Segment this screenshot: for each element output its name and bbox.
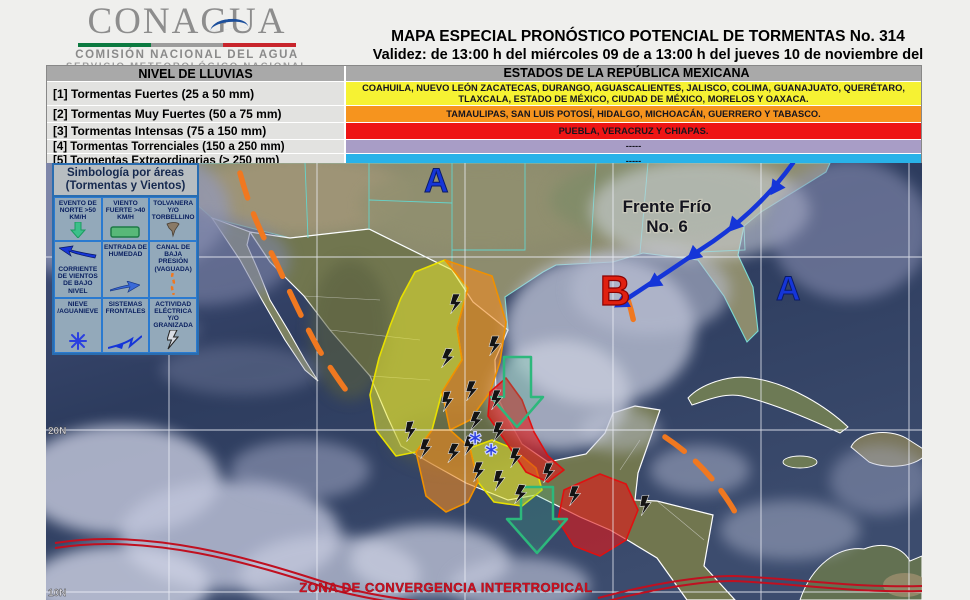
- page-title: MAPA ESPECIAL PRONÓSTICO POTENCIAL DE TO…: [391, 28, 905, 45]
- states-value: -----: [346, 140, 921, 153]
- legend-cell-nieve: NIEVE /AGUANIEVE: [54, 297, 102, 353]
- front-label-line2: No. 6: [646, 217, 688, 236]
- itcz-label: ZONA DE CONVERGENCIA INTERTROPICAL: [299, 580, 592, 595]
- table-row: [1] Tormentas Fuertes (25 a 50 mm) COAHU…: [47, 81, 921, 105]
- region-tormentas-fuertes-south: [469, 439, 543, 507]
- snow-icon: [68, 331, 87, 350]
- front-label-line1: Frente Frío: [623, 197, 712, 216]
- low-pressure-channel-icon: [170, 272, 176, 295]
- legend-cell-humedad: ENTRADA DE HUMEDAD: [101, 241, 150, 298]
- north-event-arrow-icon: [69, 222, 86, 238]
- table-row: [3] Tormentas Intensas (75 a 150 mm) PUE…: [47, 122, 921, 139]
- frontal-systems-icon: [108, 334, 143, 349]
- level-label: [1] Tormentas Fuertes (25 a 50 mm): [47, 82, 346, 105]
- snowflake-icon: ✱: [484, 441, 498, 460]
- rain-level-table: NIVEL DE LLUVIAS ESTADOS DE LA REPÚBLICA…: [46, 65, 922, 169]
- cold-front-no6: [610, 163, 796, 315]
- states-value: COAHUILA, NUEVO LEÓN ZACATECAS, DURANGO,…: [346, 82, 921, 105]
- snowflake-icon: ✱: [468, 429, 482, 448]
- legend-title-line2: (Tormentas y Vientos): [65, 179, 186, 192]
- states-value: TAMAULIPAS, SAN LUIS POTOSÍ, HIDALGO, MI…: [346, 106, 921, 122]
- tricolor-bar: [78, 43, 297, 47]
- legend-cell-frentes: SISTEMAS FRONTALES: [101, 297, 150, 353]
- title-block: MAPA ESPECIAL PRONÓSTICO POTENCIAL DE TO…: [330, 28, 966, 63]
- legend-grid: EVENTO DE NORTE >50 km/h VIENTO FUERTE >…: [54, 197, 197, 353]
- electric-activity-icon: [167, 329, 180, 349]
- moisture-inflow-icon: [110, 280, 141, 293]
- legend-cell-corriente: CORRIENTE DE VIENTOS DE BAJO NIVEL: [54, 241, 102, 298]
- strong-wind-icon: [110, 226, 141, 238]
- latitude-label-10n: 10N: [48, 588, 66, 599]
- validity-subtitle: Validez: de 13:00 h del miércoles 09 de …: [372, 47, 924, 63]
- tornado-icon: [166, 222, 180, 238]
- itcz-lines: [54, 537, 922, 600]
- states-value: PUEBLA, VERACRUZ Y CHIAPAS.: [346, 123, 921, 139]
- col-header-states: ESTADOS DE LA REPÚBLICA MEXICANA: [346, 66, 921, 81]
- conagua-wordmark: CONAGUA: [87, 1, 287, 42]
- snow-marks: ✱ ✱: [468, 429, 499, 461]
- high-pressure-marker: A: [424, 163, 449, 200]
- region-muy-fuertes-ne: [441, 259, 507, 431]
- legend-cell-norte: EVENTO DE NORTE >50 km/h: [54, 197, 102, 241]
- legend-cell-tolvanera: TOLVANERA Y/O TORBELLINO: [149, 197, 197, 241]
- map-canvas: ✱ ✱ A A B Frente Frío No. 6 ZONA DE CONV…: [46, 163, 922, 600]
- level-label: [3] Tormentas Intensas (75 a 150 mm): [47, 123, 346, 139]
- norte-event-arrows: [489, 355, 569, 555]
- legend-title: Simbología por áreas (Tormentas y Viento…: [54, 165, 197, 197]
- level-label: [2] Tormentas Muy Fuertes (50 a 75 mm): [47, 106, 346, 122]
- level-label: [4] Tormentas Torrenciales (150 a 250 mm…: [47, 140, 346, 153]
- table-header-row: NIVEL DE LLUVIAS ESTADOS DE LA REPÚBLICA…: [47, 66, 921, 81]
- conagua-logo: CONAGUA COMISIÓN NACIONAL DEL AGUA SERVI…: [62, 1, 312, 73]
- legend-cell-vaguada: CANAL DE BAJA PRESIÓN (Vaguada): [149, 241, 197, 298]
- map-labels: A A B Frente Frío No. 6 ZONA DE CONVERGE…: [48, 163, 801, 599]
- table-row: [2] Tormentas Muy Fuertes (50 a 75 mm) T…: [47, 105, 921, 122]
- low-pressure-channels: [237, 170, 743, 527]
- logo-subtitle-1: COMISIÓN NACIONAL DEL AGUA: [75, 49, 299, 61]
- latitude-label-20n: 20N: [48, 426, 66, 437]
- jamaica: [782, 455, 818, 469]
- low-pressure-marker: B: [600, 267, 630, 314]
- legend-cell-electrica: ACTIVIDAD ELÉCTRICA y/o GRANIZADA: [149, 297, 197, 353]
- high-pressure-marker: A: [776, 270, 801, 308]
- symbology-legend: Simbología por áreas (Tormentas y Viento…: [52, 163, 199, 355]
- legend-cell-viento: VIENTO FUERTE >40 km/h: [101, 197, 150, 241]
- satellite-forecast-map: ✱ ✱ A A B Frente Frío No. 6 ZONA DE CONV…: [46, 163, 922, 600]
- col-header-levels: NIVEL DE LLUVIAS: [47, 66, 346, 81]
- storm-warning-regions: [369, 259, 639, 557]
- legend-title-line1: Simbología por áreas: [67, 167, 184, 179]
- table-row: [4] Tormentas Torrenciales (150 a 250 mm…: [47, 139, 921, 153]
- low-level-jet-icon: [58, 245, 97, 259]
